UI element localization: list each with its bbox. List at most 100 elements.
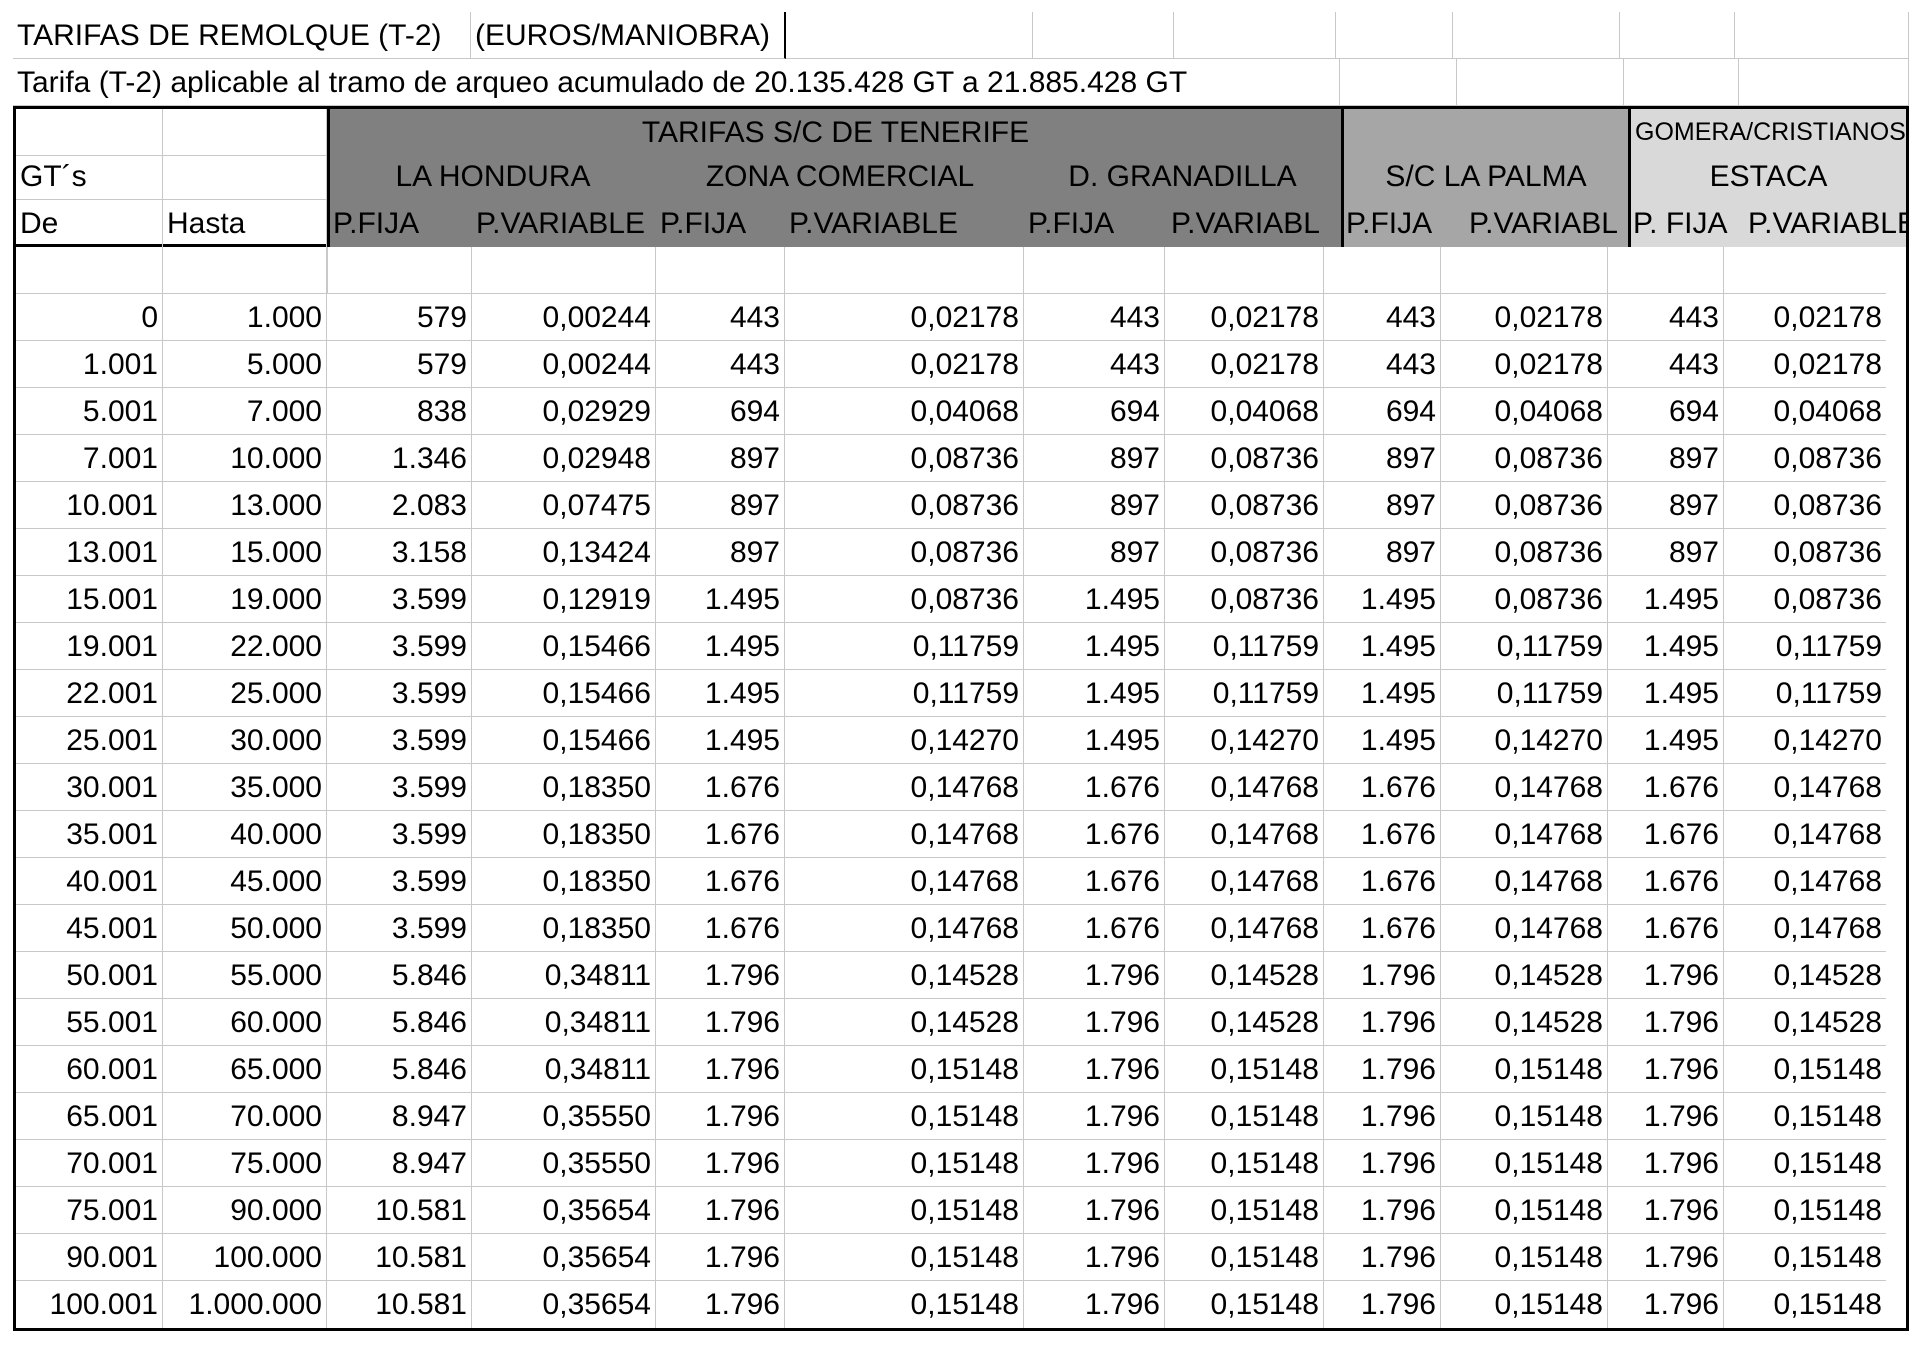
palma-fija-cell[interactable]: 1.676 (1324, 811, 1441, 858)
estaca-fija-cell[interactable]: 1.796 (1608, 999, 1724, 1046)
estaca-variable-cell[interactable]: 0,15148 (1724, 1234, 1886, 1281)
gomera-group-header[interactable]: GOMERA/CRISTIANOS/ (1631, 109, 1906, 156)
palma-fija-cell[interactable]: 1.796 (1324, 999, 1441, 1046)
hondura-fija-cell[interactable]: 2.083 (327, 482, 472, 529)
comercial-variable-cell[interactable]: 0,15148 (785, 1187, 1024, 1234)
palma-fija-cell[interactable]: 1.495 (1324, 717, 1441, 764)
empty-cell[interactable] (1624, 59, 1739, 106)
hondura-fija-cell[interactable]: 579 (327, 341, 472, 388)
estaca-variable-cell[interactable]: 0,08736 (1724, 435, 1886, 482)
comercial-fija-cell[interactable]: 443 (656, 341, 785, 388)
empty-cell[interactable] (16, 247, 163, 294)
de-cell[interactable]: 55.001 (16, 999, 163, 1046)
hondura-fija-cell[interactable]: 838 (327, 388, 472, 435)
empty-cell[interactable] (1336, 12, 1453, 59)
palma-variable-cell[interactable]: 0,08736 (1441, 529, 1608, 576)
hondura-variable-cell[interactable]: 0,02948 (472, 435, 656, 482)
palma-variable-cell[interactable]: 0,14528 (1441, 999, 1608, 1046)
granadilla-fija-cell[interactable]: 1.796 (1024, 1140, 1165, 1187)
granadilla-fija-cell[interactable]: 1.676 (1024, 858, 1165, 905)
granadilla-variable-cell[interactable]: 0,14768 (1165, 811, 1324, 858)
empty-cell[interactable] (163, 247, 327, 294)
hondura-variable-cell[interactable]: 0,13424 (472, 529, 656, 576)
estaca-fija-cell[interactable]: 1.676 (1608, 764, 1724, 811)
hondura-variable-cell[interactable]: 0,15466 (472, 670, 656, 717)
estaca-fija-cell[interactable]: 1.796 (1608, 1093, 1724, 1140)
palma-fija-cell[interactable]: 1.495 (1324, 576, 1441, 623)
de-cell[interactable]: 30.001 (16, 764, 163, 811)
estaca-variable-cell[interactable]: 0,15148 (1724, 1187, 1886, 1234)
comercial-variable-cell[interactable]: 0,14768 (785, 858, 1024, 905)
comercial-variable-cell[interactable]: 0,14768 (785, 764, 1024, 811)
comercial-fija-cell[interactable]: 897 (656, 482, 785, 529)
hondura-variable-header[interactable]: P.VARIABLE (472, 200, 656, 247)
comercial-fija-header[interactable]: P.FIJA (656, 200, 785, 247)
granadilla-header[interactable]: D. GRANADILLA (1024, 153, 1344, 200)
granadilla-fija-cell[interactable]: 897 (1024, 482, 1165, 529)
granadilla-variable-cell[interactable]: 0,15148 (1165, 1281, 1324, 1328)
hondura-variable-cell[interactable]: 0,34811 (472, 952, 656, 999)
hondura-variable-cell[interactable]: 0,12919 (472, 576, 656, 623)
palma-fija-cell[interactable]: 897 (1324, 435, 1441, 482)
palma-variable-cell[interactable]: 0,14528 (1441, 952, 1608, 999)
estaca-fija-cell[interactable]: 1.676 (1608, 858, 1724, 905)
granadilla-fija-cell[interactable]: 1.495 (1024, 717, 1165, 764)
comercial-fija-cell[interactable]: 1.796 (656, 1187, 785, 1234)
hondura-variable-cell[interactable]: 0,35550 (472, 1140, 656, 1187)
hondura-fija-cell[interactable]: 8.947 (327, 1140, 472, 1187)
granadilla-variable-cell[interactable]: 0,08736 (1165, 529, 1324, 576)
palma-variable-cell[interactable]: 0,08736 (1441, 576, 1608, 623)
palma-variable-cell[interactable]: 0,15148 (1441, 1140, 1608, 1187)
comercial-variable-cell[interactable]: 0,15148 (785, 1281, 1024, 1328)
comercial-fija-cell[interactable]: 897 (656, 529, 785, 576)
palma-variable-cell[interactable]: 0,15148 (1441, 1234, 1608, 1281)
de-cell[interactable]: 70.001 (16, 1140, 163, 1187)
estaca-variable-cell[interactable]: 0,08736 (1724, 482, 1886, 529)
comercial-variable-cell[interactable]: 0,14270 (785, 717, 1024, 764)
estaca-fija-cell[interactable]: 1.676 (1608, 905, 1724, 952)
estaca-variable-cell[interactable]: 0,02178 (1724, 341, 1886, 388)
palma-fija-cell[interactable]: 443 (1324, 341, 1441, 388)
comercial-variable-cell[interactable]: 0,14768 (785, 811, 1024, 858)
granadilla-fija-cell[interactable]: 1.676 (1024, 811, 1165, 858)
hondura-fija-cell[interactable]: 10.581 (327, 1187, 472, 1234)
granadilla-fija-cell[interactable]: 1.676 (1024, 905, 1165, 952)
granadilla-fija-cell[interactable]: 1.796 (1024, 1093, 1165, 1140)
hondura-variable-cell[interactable]: 0,35654 (472, 1234, 656, 1281)
hondura-variable-cell[interactable]: 0,34811 (472, 1046, 656, 1093)
hasta-cell[interactable]: 1.000.000 (163, 1281, 327, 1328)
comercial-fija-cell[interactable]: 1.495 (656, 623, 785, 670)
hondura-variable-cell[interactable]: 0,35654 (472, 1187, 656, 1234)
hasta-cell[interactable]: 35.000 (163, 764, 327, 811)
granadilla-variable-cell[interactable]: 0,14528 (1165, 952, 1324, 999)
hondura-variable-cell[interactable]: 0,15466 (472, 717, 656, 764)
hondura-variable-cell[interactable]: 0,00244 (472, 294, 656, 341)
de-cell[interactable]: 5.001 (16, 388, 163, 435)
estaca-variable-cell[interactable]: 0,15148 (1724, 1093, 1886, 1140)
de-cell[interactable]: 10.001 (16, 482, 163, 529)
unit-label[interactable]: (EUROS/MANIOBRA) (471, 12, 786, 59)
estaca-variable-cell[interactable]: 0,15148 (1724, 1046, 1886, 1093)
comercial-fija-cell[interactable]: 1.796 (656, 952, 785, 999)
estaca-fija-cell[interactable]: 1.676 (1608, 811, 1724, 858)
palma-fija-cell[interactable]: 1.796 (1324, 1281, 1441, 1328)
comercial-fija-cell[interactable]: 1.676 (656, 858, 785, 905)
hasta-cell[interactable]: 7.000 (163, 388, 327, 435)
comercial-fija-cell[interactable]: 1.495 (656, 670, 785, 717)
estaca-variable-cell[interactable]: 0,14768 (1724, 764, 1886, 811)
comercial-fija-cell[interactable]: 1.676 (656, 811, 785, 858)
comercial-fija-cell[interactable]: 1.796 (656, 1093, 785, 1140)
estaca-fija-cell[interactable]: 1.796 (1608, 1281, 1724, 1328)
granadilla-fija-cell[interactable]: 1.796 (1024, 999, 1165, 1046)
palma-fija-header[interactable]: P.FIJA (1344, 200, 1461, 247)
estaca-variable-cell[interactable]: 0,14528 (1724, 952, 1886, 999)
empty-cell[interactable] (1724, 247, 1886, 294)
hondura-fija-cell[interactable]: 3.599 (327, 905, 472, 952)
palma-variable-cell[interactable]: 0,11759 (1441, 623, 1608, 670)
comercial-fija-cell[interactable]: 1.676 (656, 905, 785, 952)
hasta-cell[interactable]: 30.000 (163, 717, 327, 764)
gts-label[interactable]: GT´s (16, 153, 163, 200)
granadilla-fija-cell[interactable]: 443 (1024, 341, 1165, 388)
comercial-fija-cell[interactable]: 1.676 (656, 764, 785, 811)
empty-cell[interactable] (1024, 247, 1165, 294)
